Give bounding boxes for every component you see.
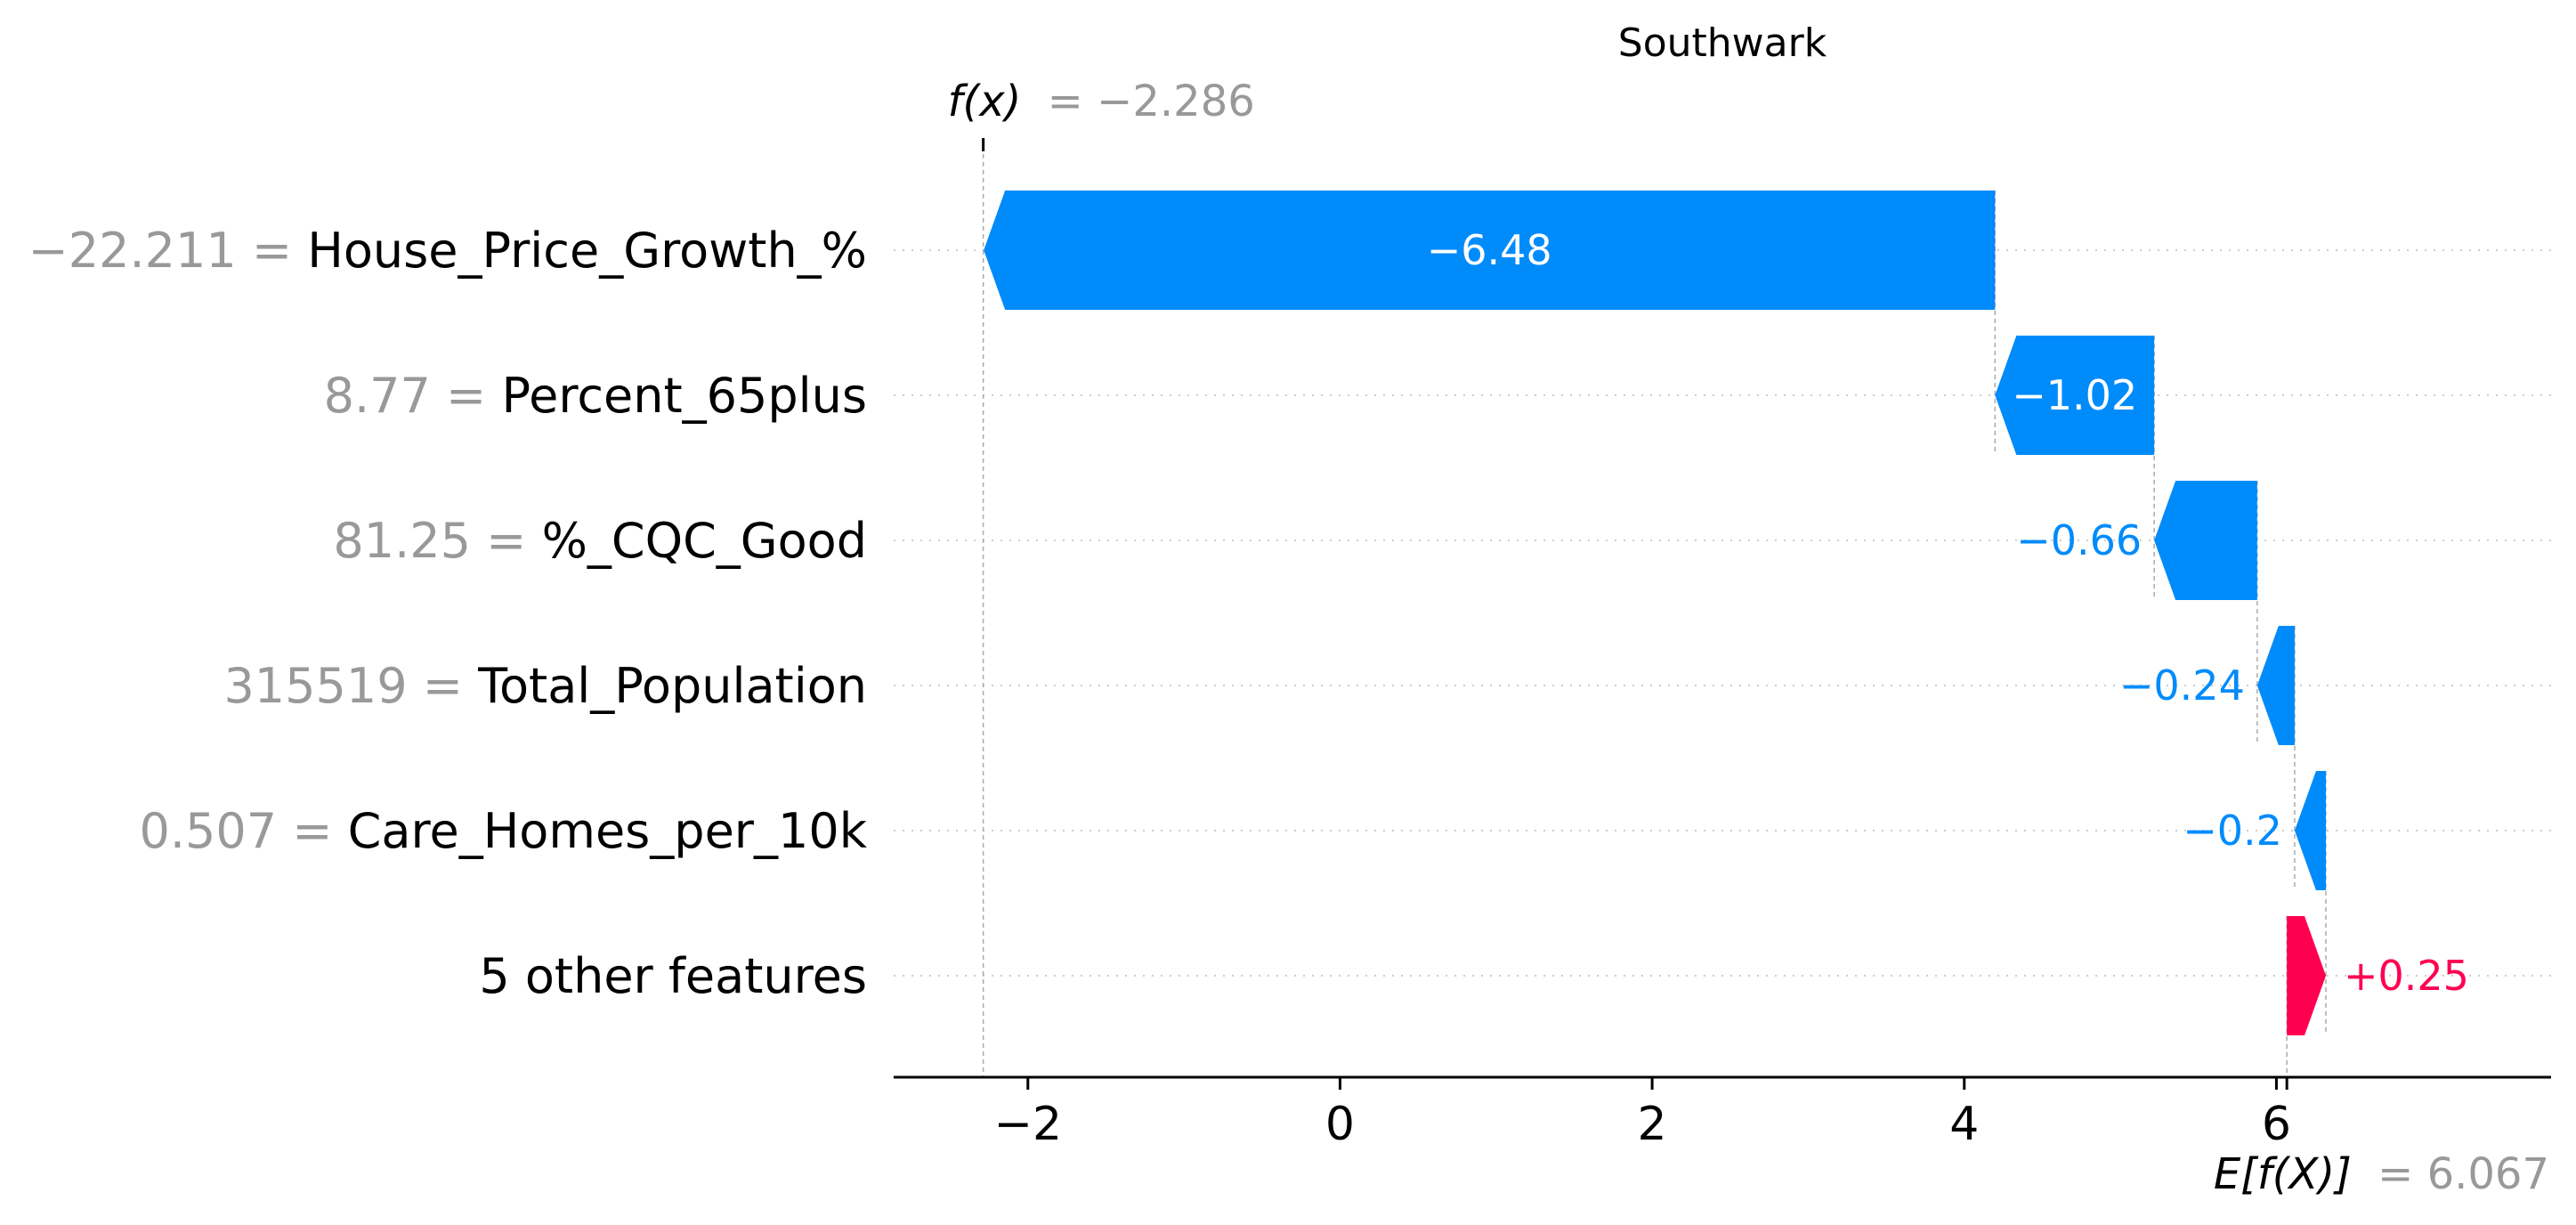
- ex-text: E[f(X)] = 6.067: [2214, 1149, 2549, 1199]
- chart-title: Southwark: [1618, 20, 1827, 66]
- fx-text: f(x) = −2.286: [948, 77, 1255, 126]
- feature-value: 315519 =: [223, 658, 478, 714]
- x-tick-label: −2: [993, 1098, 1062, 1151]
- bar-value-label: +0.25: [2344, 952, 2469, 1000]
- feature-label: 315519 = Total_Population: [223, 658, 867, 714]
- bar-4: [2257, 626, 2295, 745]
- feature-name: Care_Homes_per_10k: [348, 803, 868, 859]
- feature-name: House_Price_Growth_%: [307, 223, 867, 279]
- feature-name: Total_Population: [477, 658, 867, 714]
- feature-name: Percent_65plus: [501, 368, 867, 424]
- bar-value-label: −6.48: [1427, 226, 1552, 274]
- bar-5: [2295, 771, 2326, 890]
- bar-value-label: −0.66: [2016, 516, 2142, 564]
- feature-value: 8.77 =: [324, 368, 502, 424]
- feature-label: 8.77 = Percent_65plus: [324, 368, 867, 424]
- bars: [984, 191, 2326, 1035]
- row-gridlines: [894, 250, 2551, 976]
- x-axis: −2 0 2 4 6: [894, 1077, 2551, 1151]
- feature-name: %_CQC_Good: [542, 513, 867, 569]
- feature-value: 0.507 =: [140, 803, 348, 859]
- fx-label: f(x): [948, 77, 1022, 126]
- bar-labels: −6.48 −1.02 −0.66 −0.24 −0.2 +0.25: [1427, 226, 2469, 1000]
- x-axis-ticks: −2 0 2 4 6: [993, 1077, 2291, 1151]
- fx-annotation: f(x) = −2.286: [948, 77, 1255, 151]
- fx-value: −2.286: [1097, 77, 1255, 126]
- x-tick-label: 6: [2262, 1098, 2291, 1151]
- row-labels: −22.211 = House_Price_Growth_% 8.77 = Per…: [28, 223, 867, 1004]
- feature-label: 5 other features: [479, 948, 867, 1004]
- bar-value-label: −1.02: [2012, 371, 2137, 419]
- x-tick-label: 4: [1949, 1098, 1979, 1151]
- feature-label: −22.211 = House_Price_Growth_%: [28, 223, 867, 279]
- ex-label: E[f(X)]: [2214, 1149, 2352, 1199]
- feature-value: −22.211 =: [28, 223, 307, 279]
- feature-label: 0.507 = Care_Homes_per_10k: [140, 803, 868, 859]
- ex-value-text: =: [2378, 1149, 2426, 1199]
- fx-value-text: =: [1048, 77, 1097, 126]
- bar-value-label: −0.2: [2183, 807, 2282, 855]
- x-tick-label: 2: [1638, 1098, 1667, 1151]
- feature-label: 81.25 = %_CQC_Good: [333, 513, 867, 569]
- feature-name: 5 other features: [479, 948, 867, 1004]
- bar-value-label: −0.24: [2119, 661, 2245, 710]
- bar-3: [2154, 481, 2257, 600]
- feature-value: 81.25 =: [333, 513, 541, 569]
- ex-value: 6.067: [2427, 1149, 2549, 1199]
- x-tick-label: 0: [1325, 1098, 1355, 1151]
- bar-6: [2287, 916, 2326, 1035]
